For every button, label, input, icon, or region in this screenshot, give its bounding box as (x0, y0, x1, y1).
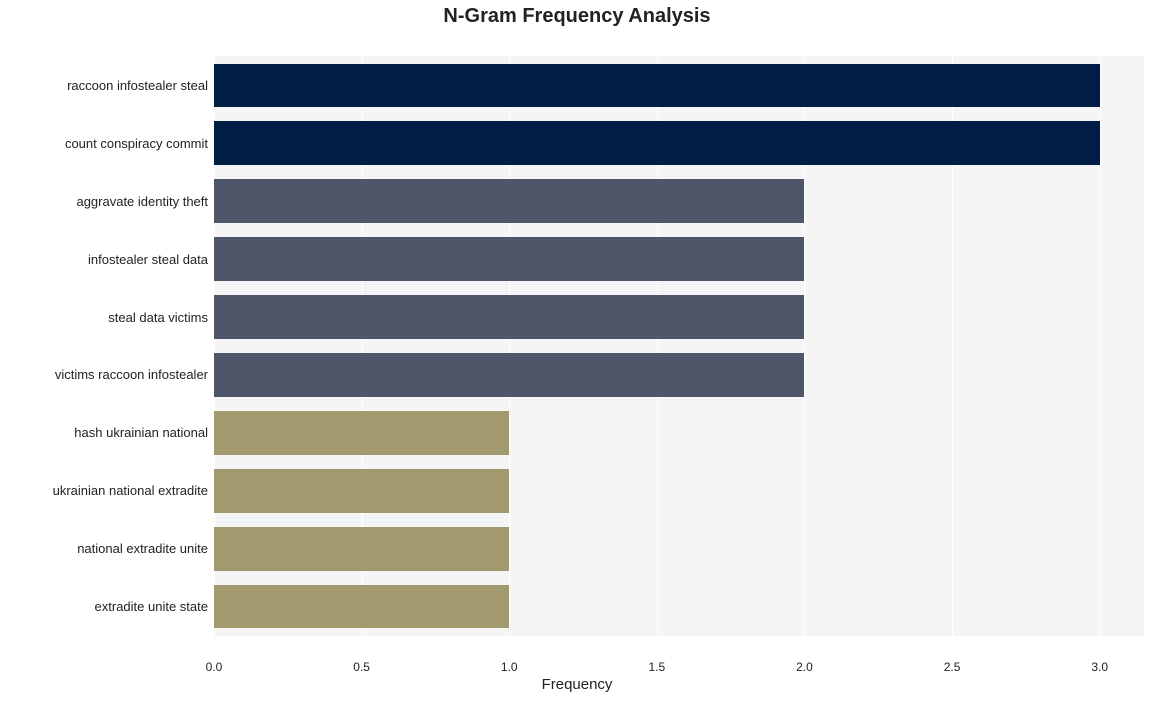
x-tick-label: 2.0 (796, 660, 813, 674)
x-tick-label: 2.5 (944, 660, 961, 674)
y-tick-label: raccoon infostealer steal (67, 78, 208, 93)
x-tick-label: 0.0 (206, 660, 223, 674)
bar (214, 121, 1100, 164)
bar (214, 353, 804, 396)
bar (214, 295, 804, 338)
plot-area (214, 36, 1144, 656)
y-tick-label: aggravate identity theft (76, 194, 208, 209)
bar (214, 179, 804, 222)
y-tick-label: count conspiracy commit (65, 136, 208, 151)
bar (214, 585, 509, 628)
y-tick-label: infostealer steal data (88, 252, 208, 267)
y-tick-label: victims raccoon infostealer (55, 367, 208, 382)
y-tick-label: steal data victims (108, 310, 208, 325)
gridline (1100, 36, 1101, 656)
x-tick-label: 1.5 (649, 660, 666, 674)
chart-title: N-Gram Frequency Analysis (0, 5, 1154, 28)
bar (214, 527, 509, 570)
bar (214, 469, 509, 512)
y-tick-label: extradite unite state (95, 599, 208, 614)
x-tick-label: 1.0 (501, 660, 518, 674)
y-tick-label: national extradite unite (77, 541, 208, 556)
y-tick-label: ukrainian national extradite (53, 483, 208, 498)
y-tick-label: hash ukrainian national (74, 425, 208, 440)
bar (214, 237, 804, 280)
bar (214, 64, 1100, 107)
x-tick-label: 0.5 (353, 660, 370, 674)
x-tick-label: 3.0 (1091, 660, 1108, 674)
ngram-frequency-chart: N-Gram Frequency Analysis Frequency racc… (0, 0, 1154, 701)
bar (214, 411, 509, 454)
x-axis-label: Frequency (0, 676, 1154, 693)
